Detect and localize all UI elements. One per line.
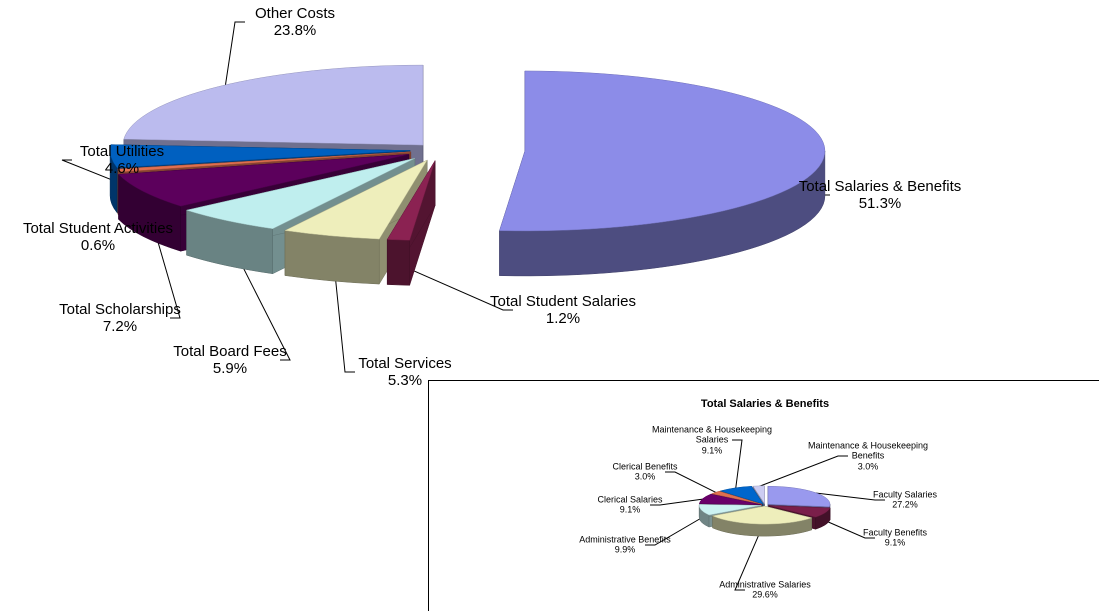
slice-label-name: Total Utilities <box>79 142 165 160</box>
slice-label: Clerical Salaries 9.1% <box>565 495 695 516</box>
slice-label-name: Maintenance & Housekeeping Salaries <box>651 424 773 445</box>
slice <box>117 154 410 207</box>
leader-line <box>813 492 885 501</box>
slice <box>699 493 762 505</box>
slice-label-name: Total Student Activities <box>22 219 174 237</box>
slice-label: Administrative Benefits 9.9% <box>560 535 690 556</box>
slice-label-value: 9.1% <box>884 538 906 548</box>
slice-label: Total Board Fees 5.9% <box>173 343 286 378</box>
slice-label-value: 7.2% <box>102 318 138 335</box>
slice-label-name: Total Scholarships <box>59 300 181 318</box>
slice <box>499 70 826 232</box>
slice-label: Total Student Activities 0.6% <box>23 220 173 255</box>
slice-label-value: 9.9% <box>614 545 636 555</box>
slice-label-name: Clerical Benefits <box>612 461 678 472</box>
slice-label-value: 9.1% <box>701 445 723 456</box>
leader-line <box>231 245 291 361</box>
leader-line <box>758 455 848 487</box>
leader-line <box>732 439 743 489</box>
slice-label-name: Total Board Fees <box>173 342 287 360</box>
slice-label: Total Student Salaries 1.2% <box>490 293 636 328</box>
slice <box>123 64 424 146</box>
slice-label: Total Scholarships 7.2% <box>59 301 181 336</box>
slice <box>386 160 436 241</box>
slice-label-value: 5.9% <box>212 360 248 377</box>
slice-label-value: 27.2% <box>892 500 918 510</box>
slice <box>109 144 411 168</box>
slice-label-value: 3.0% <box>634 472 656 482</box>
slice-label-value: 9.1% <box>619 505 641 515</box>
slice-label-value: 51.3% <box>858 195 902 212</box>
slice <box>768 505 831 518</box>
slice <box>698 504 762 516</box>
leader-line <box>650 498 705 506</box>
slice-label-name: Other Costs <box>254 4 336 22</box>
slice-label: Total Utilities 4.6% <box>80 143 164 178</box>
slice-label: Clerical Benefits 3.0% <box>580 462 710 483</box>
slice-label-value: 23.8% <box>273 22 317 39</box>
slice-label-name: Total Services <box>358 354 452 372</box>
leader-line <box>61 159 120 184</box>
leader-line <box>150 216 181 319</box>
slice-label: Maintenance & Housekeeping Salaries 9.1% <box>647 424 777 455</box>
slice-label-name: Total Student Salaries <box>490 292 636 310</box>
leader-line <box>645 516 704 546</box>
slice-label-name: Administrative Salaries <box>719 579 811 590</box>
inset-frame <box>428 380 1099 611</box>
slice <box>719 486 764 505</box>
slice <box>185 158 415 230</box>
slice-label: Maintenance & Housekeeping Benefits 3.0% <box>803 440 933 471</box>
slice-label-name: Faculty Benefits <box>862 527 928 538</box>
leader-line <box>734 530 762 591</box>
slice-label-name: Total Salaries & Benefits <box>798 177 962 195</box>
leader-line <box>665 471 717 494</box>
slice-label-value: 5.3% <box>387 372 423 389</box>
slice <box>711 505 813 525</box>
leader-line <box>823 519 875 539</box>
slice-label: Total Salaries & Benefits 51.3% <box>799 178 962 213</box>
slice-side <box>386 239 410 286</box>
slice <box>117 151 411 173</box>
slice-label-value: 0.6% <box>80 237 116 254</box>
slice-label-name: Faculty Salaries <box>872 489 938 500</box>
slice-label-value: 4.6% <box>104 160 140 177</box>
slice-label-value: 29.6% <box>752 590 778 600</box>
slice <box>752 485 765 505</box>
slice-label: Other Costs 23.8% <box>255 5 335 40</box>
slice <box>284 159 428 240</box>
slice-label: Administrative Salaries 29.6% <box>700 580 830 601</box>
slice-label-name: Clerical Salaries <box>597 494 663 505</box>
slice-label-value: 3.0% <box>857 461 879 472</box>
slice-label-name: Administrative Benefits <box>579 534 671 545</box>
leader-line <box>224 21 245 89</box>
slice-label: Total Services 5.3% <box>358 355 451 390</box>
slice-label-name: Maintenance & Housekeeping Benefits <box>807 440 929 461</box>
leader-line <box>399 264 513 311</box>
slice-label-value: 1.2% <box>545 310 581 327</box>
slice <box>767 485 831 507</box>
slice-label: Faculty Benefits 9.1% <box>830 528 960 549</box>
leader-line <box>333 260 355 373</box>
slice-label: Faculty Salaries 27.2% <box>840 490 970 511</box>
inset-title: Total Salaries & Benefits <box>700 398 830 410</box>
slice <box>710 490 763 505</box>
